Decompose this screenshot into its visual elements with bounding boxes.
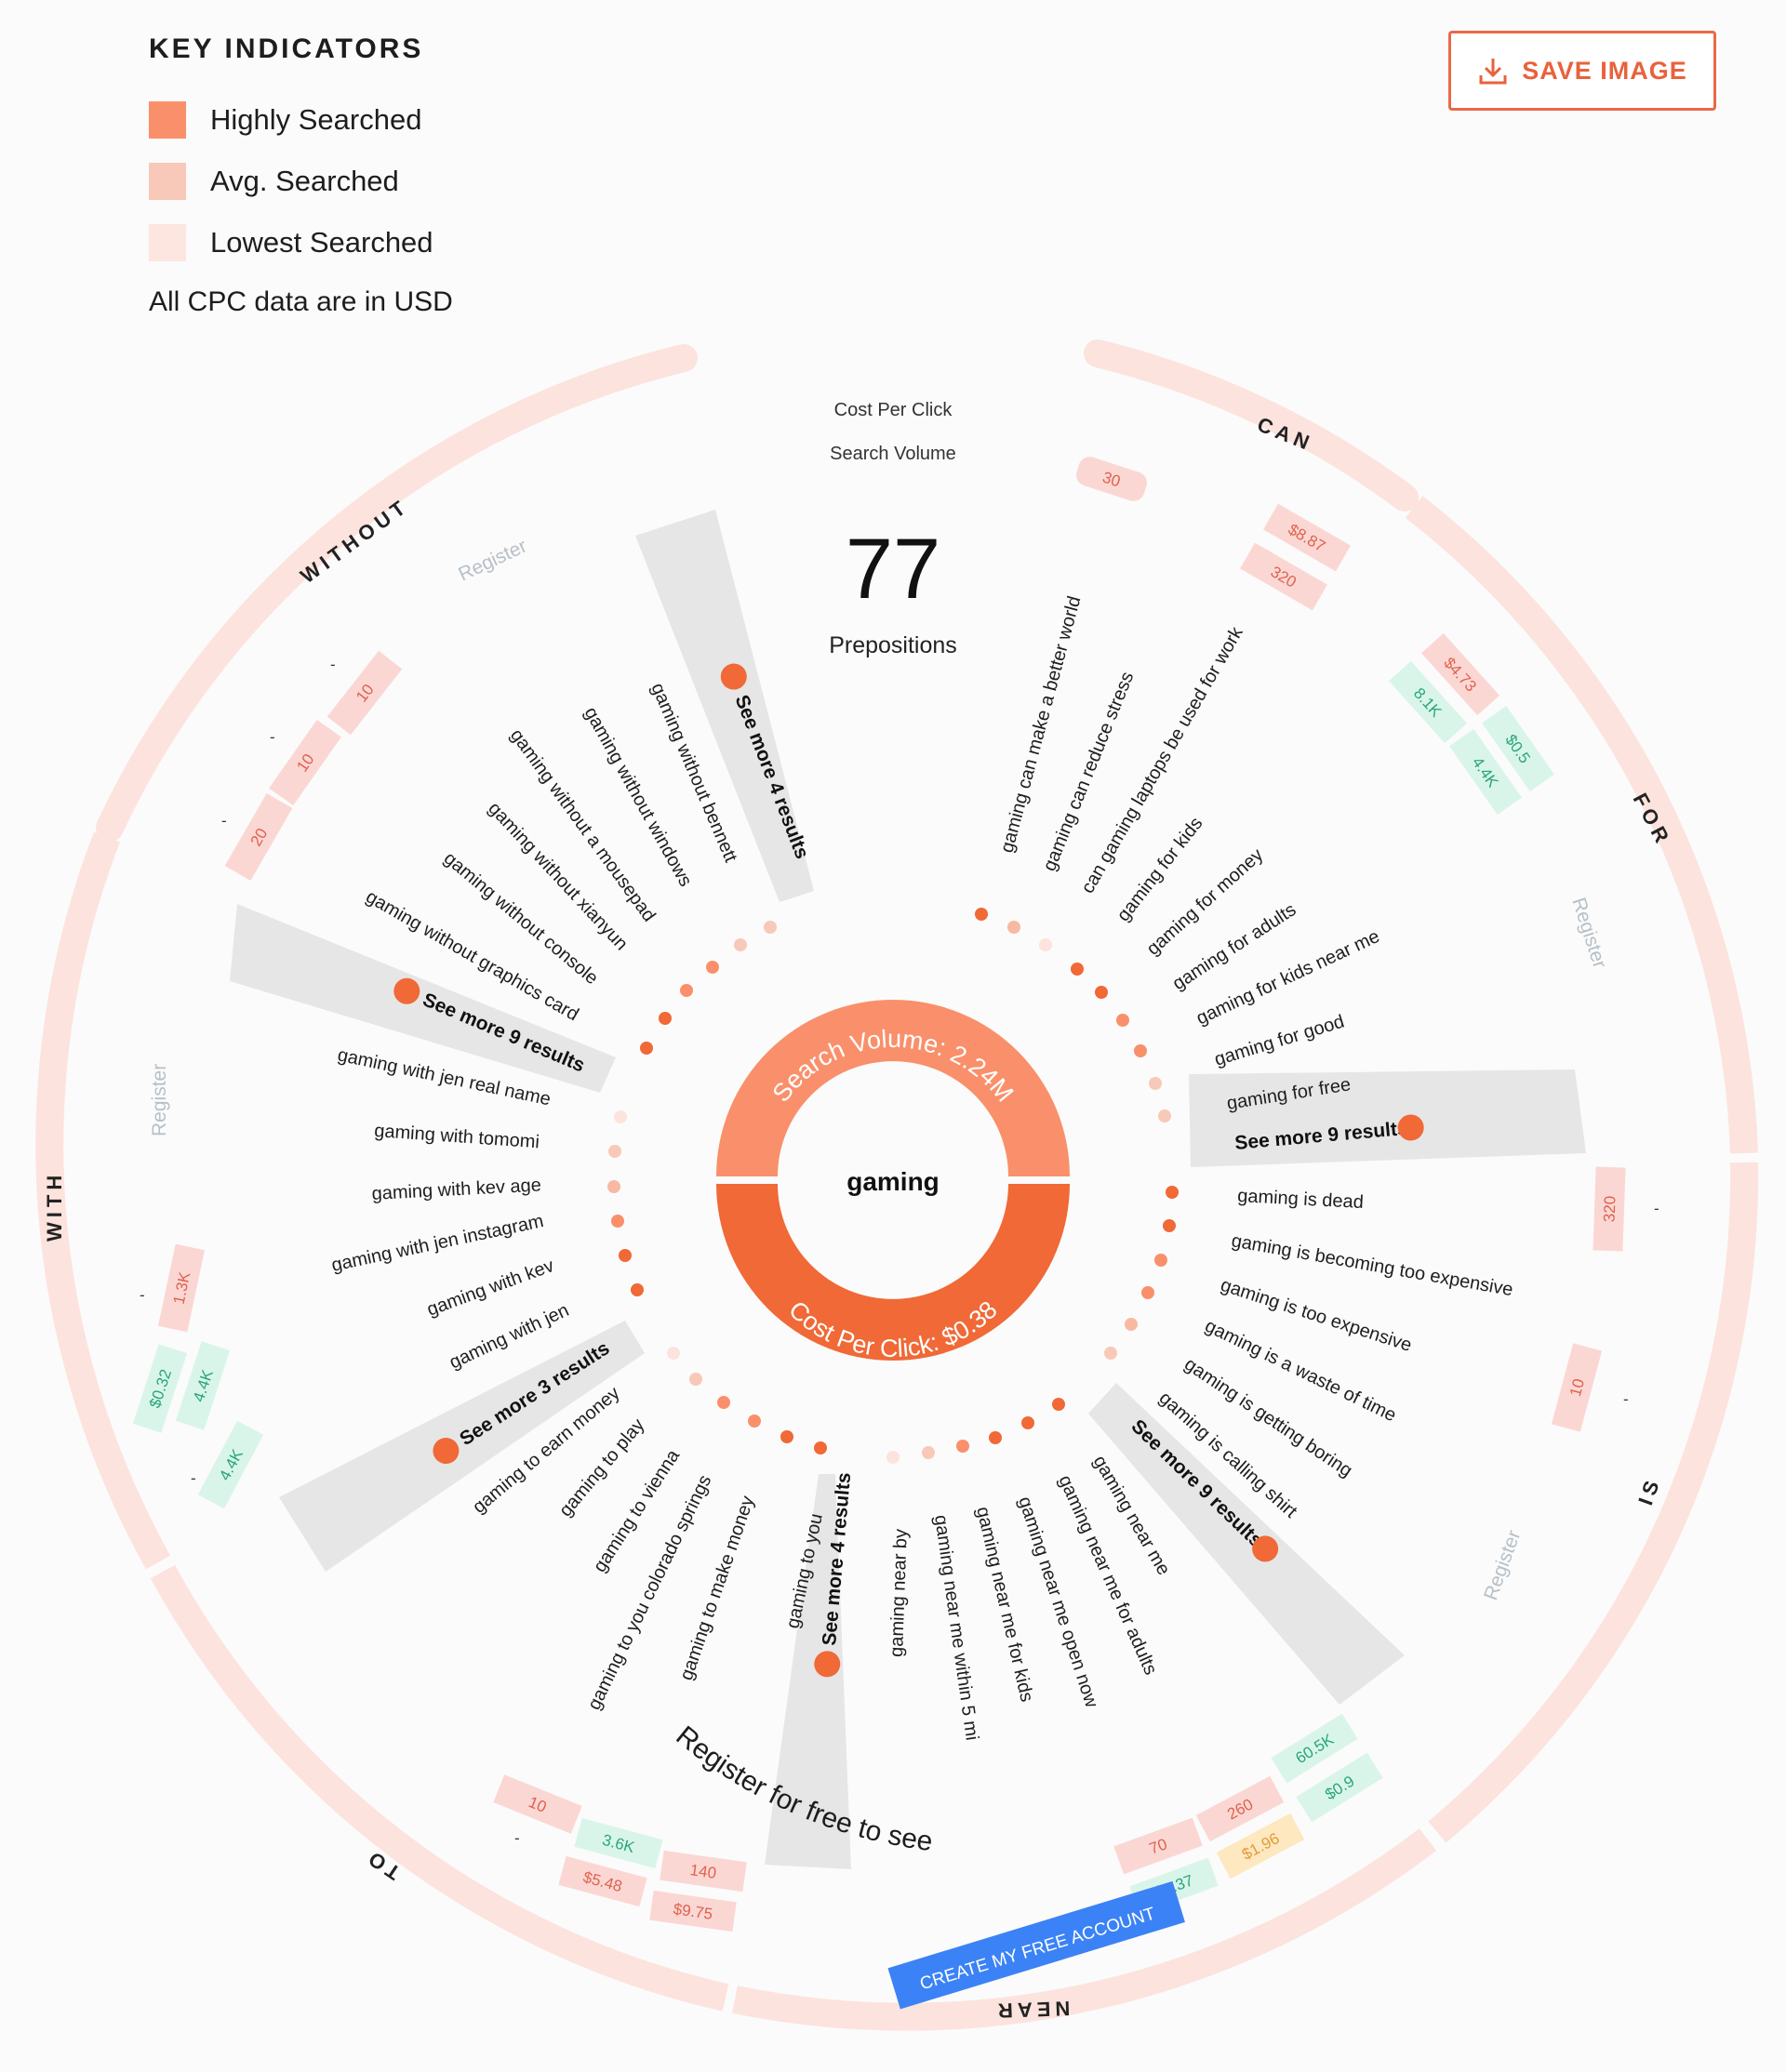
metric-without-dash-2: - bbox=[270, 728, 275, 746]
center-donut: gaming Search Volume: 2.24M Cost Per Cli… bbox=[716, 1000, 1070, 1362]
legend-item-avg: Avg. Searched bbox=[149, 151, 453, 212]
download-icon bbox=[1479, 59, 1507, 85]
see-more-wedge-is[interactable] bbox=[1088, 1383, 1405, 1705]
legend-label-avg: Avg. Searched bbox=[210, 165, 399, 197]
metric-can-volume: 30 bbox=[1100, 469, 1123, 491]
legend-label-low: Lowest Searched bbox=[210, 226, 433, 259]
header-cost-per-click: Cost Per Click bbox=[833, 400, 953, 420]
ring-segment-with[interactable] bbox=[35, 831, 171, 1570]
legend-title: KEY INDICATORS bbox=[149, 33, 424, 64]
chevron-icon bbox=[1397, 1114, 1424, 1141]
ring-segment-near[interactable] bbox=[732, 1828, 1437, 2031]
keyword-near-5[interactable]: gaming near me within 5 mi bbox=[930, 1514, 982, 1742]
keyword-with-5[interactable]: gaming with tomomi bbox=[374, 1121, 540, 1152]
keyword-dots bbox=[607, 908, 1179, 1464]
keyword-for-4[interactable]: gaming for kids near me bbox=[1193, 926, 1383, 1029]
group-label-is: IS bbox=[1633, 1473, 1665, 1508]
see-more-wedge-without[interactable] bbox=[635, 510, 814, 902]
chevron-icon bbox=[814, 1651, 841, 1678]
legend-swatch-high bbox=[149, 101, 186, 139]
metric-to-dash: - bbox=[514, 1829, 520, 1847]
keyword-with-2[interactable]: gaming with kev bbox=[424, 1255, 556, 1321]
preposition-count-label: Prepositions bbox=[829, 632, 957, 658]
metric-with-dash-2: - bbox=[191, 1469, 196, 1487]
key-indicators-legend: KEY INDICATORS Highly Searched Avg. Sear… bbox=[149, 33, 453, 318]
register-link-with[interactable]: Register bbox=[149, 1064, 170, 1136]
legend-label-high: Highly Searched bbox=[210, 103, 422, 136]
see-more-wedge-near[interactable] bbox=[765, 1474, 851, 1869]
save-image-label: SAVE IMAGE bbox=[1522, 56, 1687, 85]
register-link-for[interactable]: Register bbox=[1567, 895, 1610, 970]
ring-segment-without[interactable] bbox=[96, 344, 698, 842]
chevron-icon bbox=[393, 977, 420, 1004]
ring-segment-for[interactable] bbox=[1405, 496, 1758, 1154]
register-link-is[interactable]: Register bbox=[1480, 1527, 1525, 1602]
save-image-button[interactable]: SAVE IMAGE bbox=[1448, 31, 1716, 111]
keyword-with-3[interactable]: gaming with jen instagram bbox=[329, 1211, 545, 1276]
ring-segment-is[interactable] bbox=[1428, 1162, 1759, 1843]
see-more-wedge-for[interactable] bbox=[1189, 1069, 1586, 1167]
metric-is-dash-1: - bbox=[1654, 1200, 1659, 1217]
metric-without-dash-1: - bbox=[330, 656, 336, 673]
chevron-icon bbox=[1252, 1535, 1279, 1562]
keyword-with-4[interactable]: gaming with kev age bbox=[371, 1175, 541, 1204]
metric-without-dash-3: - bbox=[221, 812, 227, 830]
keyword-is-1[interactable]: gaming is dead bbox=[1237, 1186, 1365, 1213]
search-volume-arc bbox=[716, 1000, 1070, 1176]
center-keyword: gaming bbox=[846, 1167, 940, 1196]
legend-item-low: Lowest Searched bbox=[149, 212, 453, 273]
see-more-wedge-with[interactable] bbox=[230, 904, 616, 1093]
metric-is-sv-2: 10 bbox=[1566, 1377, 1588, 1399]
outer-ring bbox=[35, 339, 1759, 2031]
group-label-near: NEAR bbox=[993, 1997, 1071, 2023]
legend-swatch-avg bbox=[149, 163, 186, 200]
header-search-volume: Search Volume bbox=[830, 444, 956, 464]
ring-segment-can[interactable] bbox=[1084, 339, 1419, 511]
ring-segment-to[interactable] bbox=[150, 1564, 729, 2012]
cpc-arc bbox=[716, 1184, 1070, 1361]
group-label-with: WITH bbox=[43, 1171, 66, 1242]
preposition-count: 77 bbox=[845, 522, 941, 617]
metric-tiles: 30 $8.87 320 $4.73 8.1K $0.5 4.4K 320 - … bbox=[132, 457, 1659, 1933]
metric-with-dash-1: - bbox=[140, 1286, 145, 1304]
see-more-wedge-to[interactable] bbox=[279, 1321, 645, 1572]
keyword-near-6[interactable]: gaming near by bbox=[886, 1529, 912, 1658]
chevron-icon bbox=[433, 1438, 460, 1465]
legend-swatch-low bbox=[149, 224, 186, 261]
keyword-without-2[interactable]: gaming without console bbox=[440, 848, 602, 989]
metric-to-sv-3: 140 bbox=[689, 1861, 718, 1882]
metric-is-dash-2: - bbox=[1623, 1390, 1629, 1408]
legend-item-high: Highly Searched bbox=[149, 89, 453, 151]
keyword-for-5[interactable]: gaming for good bbox=[1212, 1011, 1347, 1069]
metric-is-sv: 320 bbox=[1601, 1196, 1619, 1223]
chevron-icon bbox=[720, 663, 747, 690]
cpc-currency-note: All CPC data are in USD bbox=[149, 286, 453, 317]
register-link-without[interactable]: Register bbox=[455, 536, 530, 586]
